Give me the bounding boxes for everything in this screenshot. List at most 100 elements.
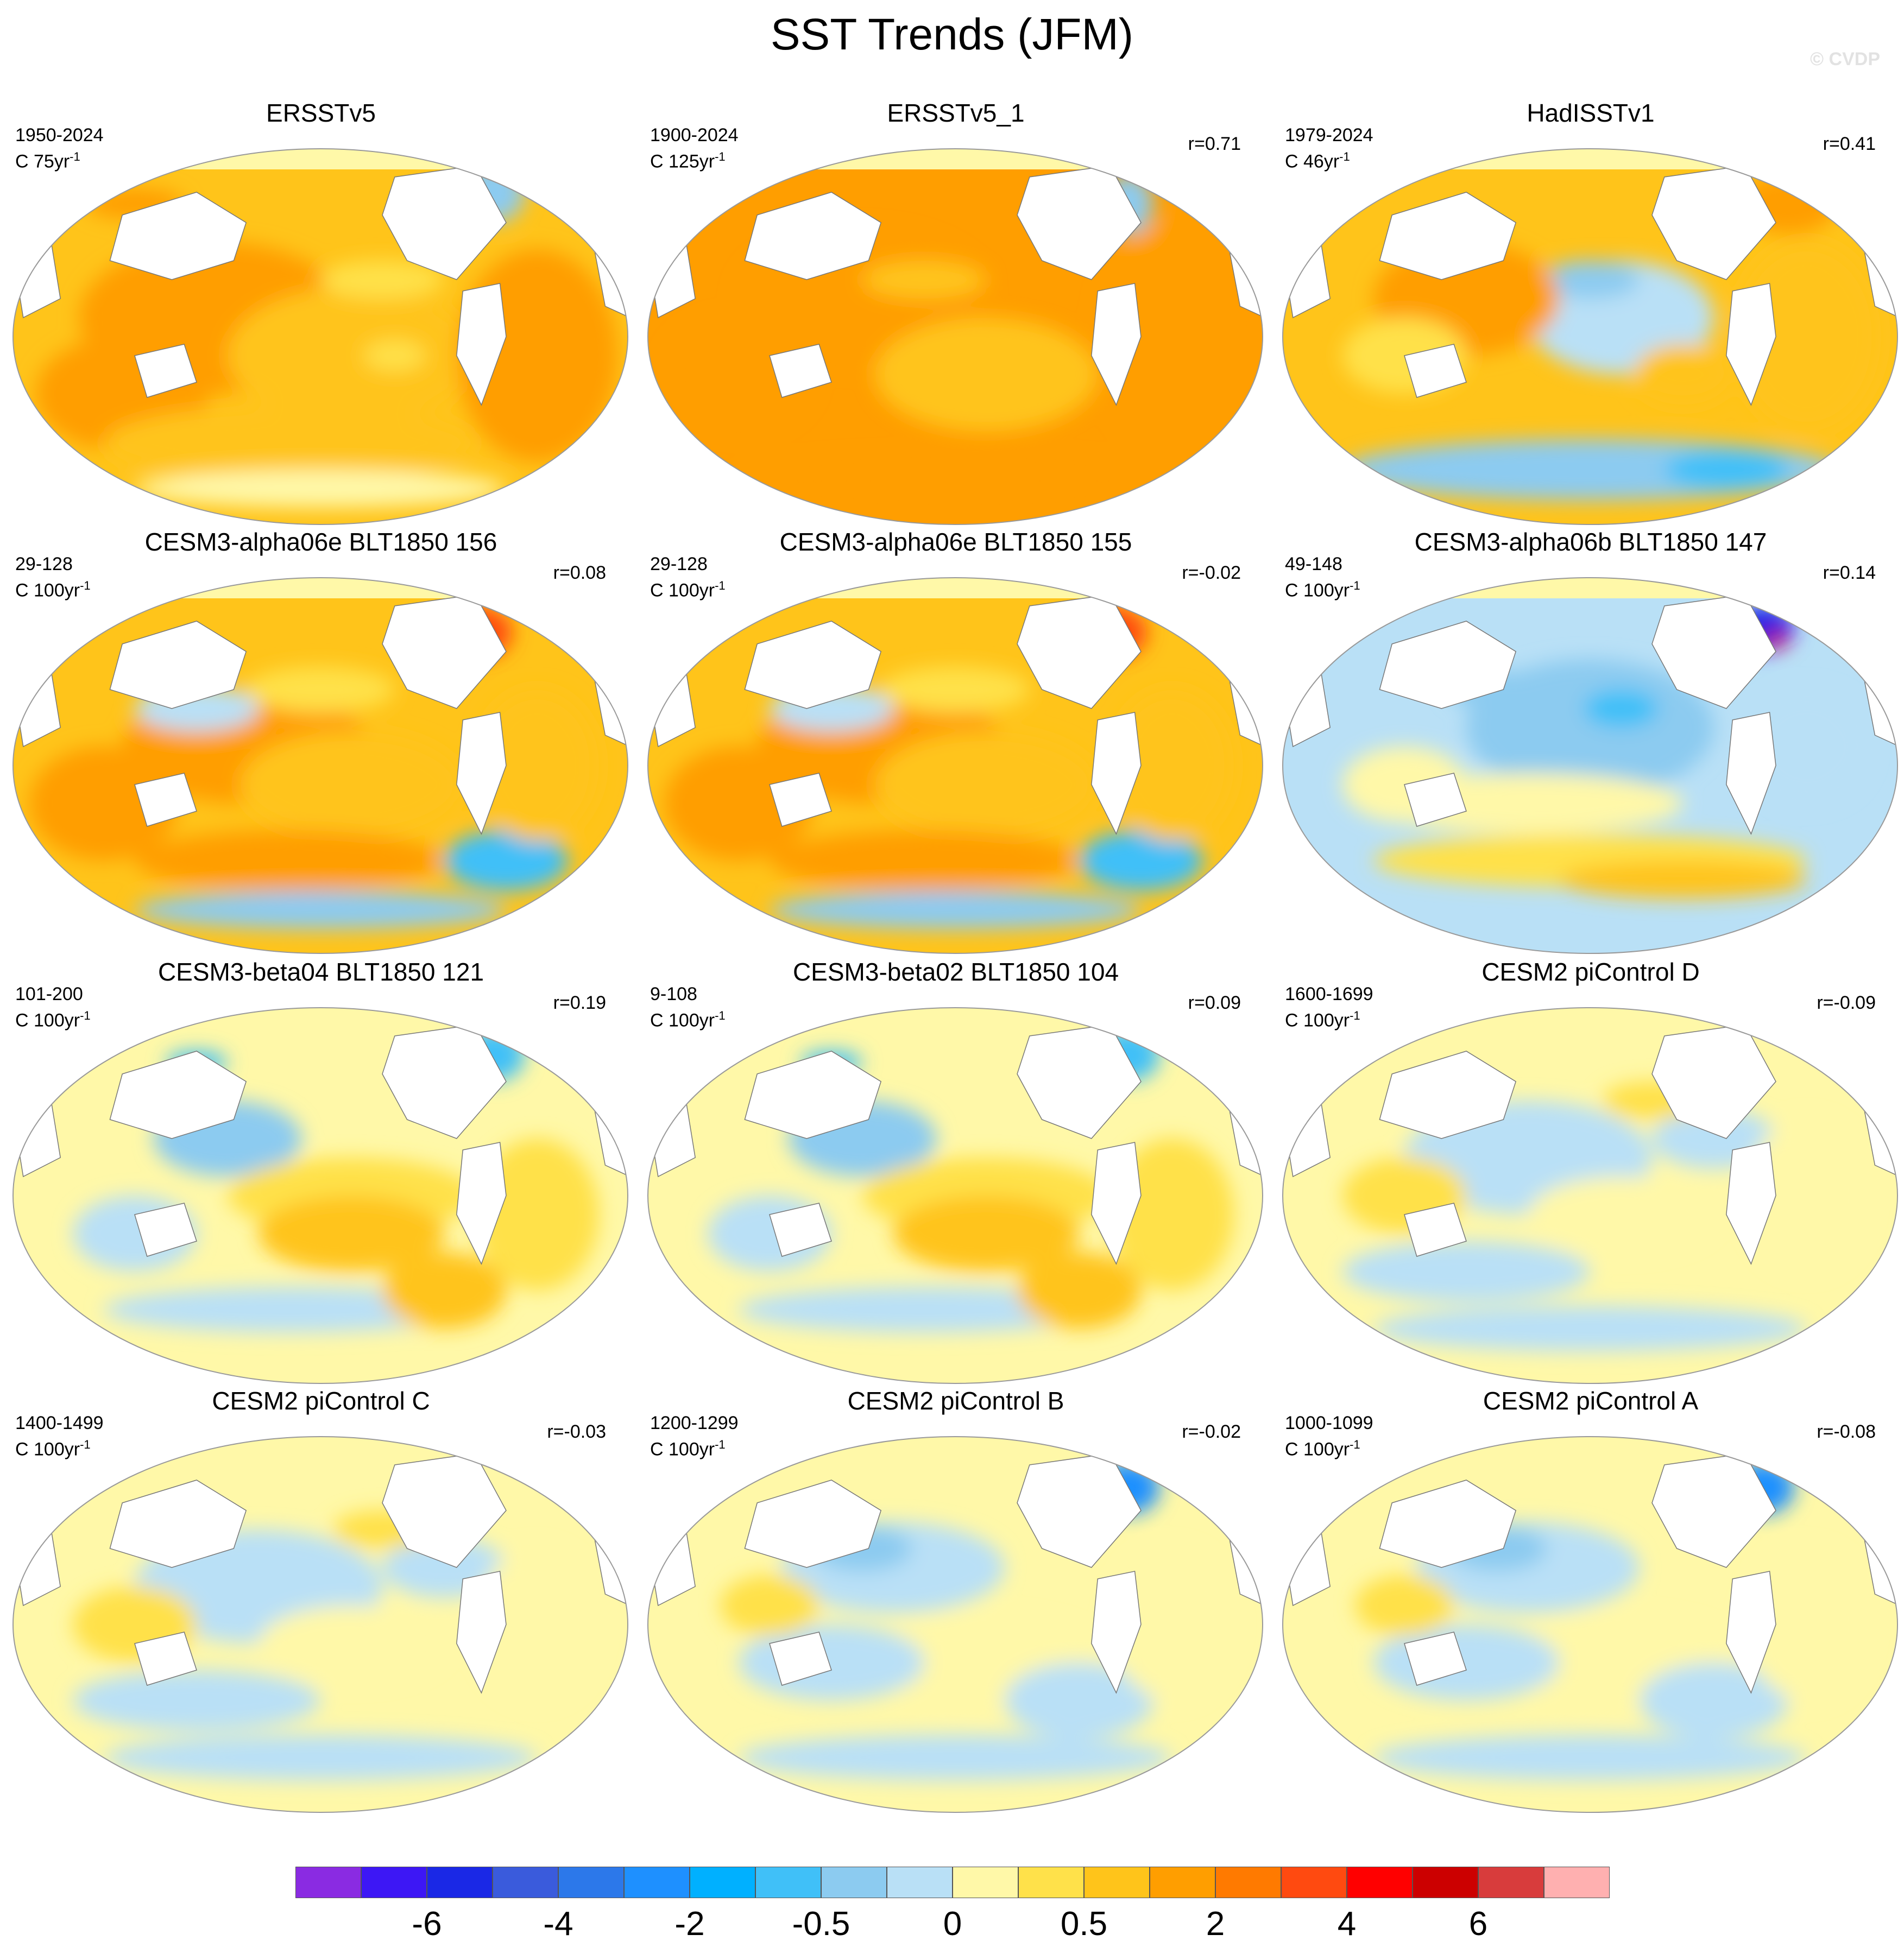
panel-correlation: r=0.71 bbox=[1188, 134, 1241, 154]
robinson-map bbox=[1282, 148, 1898, 525]
sst-anomaly-region bbox=[104, 1287, 475, 1332]
sst-anomaly-region bbox=[739, 458, 1172, 504]
robinson-map bbox=[12, 577, 628, 954]
land-mass bbox=[134, 773, 197, 827]
sst-anomaly-region bbox=[475, 690, 599, 842]
sst-anomaly-region bbox=[320, 261, 444, 299]
panel-units-exponent: -1 bbox=[80, 1009, 91, 1022]
colorbar-swatch bbox=[821, 1867, 887, 1898]
sst-anomaly-region bbox=[73, 1670, 320, 1731]
land-mass bbox=[134, 344, 197, 398]
panel-units: C 100yr-1 bbox=[1285, 574, 1360, 602]
land-mass bbox=[744, 192, 882, 280]
sst-anomaly-region bbox=[475, 1139, 599, 1291]
land-mass bbox=[1091, 1142, 1142, 1265]
panel-units: C 100yr-1 bbox=[1285, 1433, 1360, 1461]
colorbar-tick-label: -2 bbox=[674, 1905, 705, 1943]
panel-period: 1950-2024 bbox=[15, 125, 104, 146]
sst-anomaly-region bbox=[1745, 1548, 1869, 1701]
panel-units: C 100yr-1 bbox=[15, 1004, 91, 1032]
sst-anomaly-region bbox=[1373, 1735, 1807, 1780]
sea-ice-band bbox=[1283, 149, 1897, 169]
sst-anomaly-region bbox=[259, 1605, 444, 1682]
sst-anomaly-region bbox=[1017, 1253, 1141, 1329]
sst-anomaly-region bbox=[770, 830, 1079, 891]
colorbar-swatch bbox=[1084, 1867, 1150, 1898]
panel-title: ERSSTv5 bbox=[266, 99, 376, 127]
land-mass bbox=[456, 712, 507, 835]
land-mass bbox=[1379, 1480, 1517, 1568]
land-mass bbox=[744, 1051, 882, 1139]
sst-anomaly-region bbox=[893, 1196, 1079, 1272]
colorbar bbox=[295, 1867, 1610, 1899]
panel-units-exponent: -1 bbox=[1339, 150, 1350, 163]
panel-units-exponent: -1 bbox=[70, 150, 80, 163]
panel-title: CESM3-beta02 BLT1850 104 bbox=[792, 958, 1119, 986]
map-panel: CESM3-beta02 BLT1850 104 9-108 C 100yr-1 r=… bbox=[638, 957, 1273, 1387]
sst-anomaly-region bbox=[259, 1196, 444, 1272]
panel-period: 1000-1099 bbox=[1285, 1413, 1373, 1433]
land-mass bbox=[109, 1051, 247, 1139]
panel-units-text: C 125yr bbox=[650, 151, 715, 172]
robinson-map bbox=[12, 148, 628, 525]
panel-period: 49-148 bbox=[1285, 554, 1342, 574]
land-mass bbox=[769, 1632, 832, 1686]
land-mass bbox=[456, 1142, 507, 1265]
sea-ice-band bbox=[13, 149, 628, 169]
sst-anomaly-region bbox=[1342, 1241, 1590, 1302]
panel-units-exponent: -1 bbox=[715, 1438, 726, 1451]
panel-units-text: C 46yr bbox=[1285, 151, 1340, 172]
sst-anomaly-region bbox=[1110, 1139, 1234, 1291]
panel-units-text: C 100yr bbox=[1285, 580, 1350, 601]
map-border bbox=[647, 1007, 1263, 1384]
panel-units: C 100yr-1 bbox=[15, 574, 91, 602]
colorbar-swatch bbox=[493, 1867, 558, 1898]
panel-units: C 100yr-1 bbox=[650, 1004, 726, 1032]
colorbar-swatch bbox=[1347, 1867, 1413, 1898]
panel-title: CESM3-alpha06b BLT1850 147 bbox=[1414, 528, 1767, 556]
panel-title: CESM3-alpha06e BLT1850 155 bbox=[779, 528, 1132, 556]
map-panel: CESM2 piControl D 1600-1699 C 100yr-1 r=-0.… bbox=[1273, 957, 1904, 1387]
map-border bbox=[12, 1436, 628, 1813]
sst-anomaly-region bbox=[1373, 1624, 1559, 1701]
map-panel: CESM3-alpha06e BLT1850 156 29-128 C 100yr-… bbox=[3, 527, 639, 957]
panel-title: CESM3-alpha06e BLT1850 156 bbox=[144, 528, 497, 556]
colorbar-swatch bbox=[755, 1867, 821, 1898]
sea-ice-band bbox=[648, 149, 1263, 169]
colorbar-tick-label: 6 bbox=[1468, 1905, 1488, 1943]
sst-anomaly-region bbox=[664, 318, 813, 432]
land-mass bbox=[1404, 1632, 1467, 1686]
panel-units-exponent: -1 bbox=[715, 579, 726, 592]
sst-anomaly-region bbox=[1079, 830, 1203, 891]
colorbar-swatch bbox=[887, 1867, 953, 1898]
land-mass bbox=[1379, 1051, 1517, 1139]
colorbar-tick-label: 2 bbox=[1206, 1905, 1225, 1943]
panel-correlation: r=0.08 bbox=[553, 562, 606, 583]
map-panel: CESM2 piControl C 1400-1499 C 100yr-1 r=-0.… bbox=[3, 1386, 639, 1816]
panel-period: 29-128 bbox=[15, 554, 73, 574]
panel-period: 29-128 bbox=[650, 554, 708, 574]
sea-ice-band bbox=[648, 1008, 1263, 1028]
sst-anomaly-region bbox=[104, 405, 475, 481]
colorbar-tick-label: 0.5 bbox=[1060, 1905, 1108, 1943]
sst-anomaly-region bbox=[382, 1253, 506, 1329]
panel-period: 1979-2024 bbox=[1285, 125, 1373, 146]
panel-units: C 100yr-1 bbox=[1285, 1004, 1360, 1032]
sea-ice-band bbox=[13, 578, 628, 598]
colorbar-swatch bbox=[558, 1867, 624, 1898]
sst-anomaly-region bbox=[444, 830, 568, 891]
colorbar-swatch bbox=[1150, 1867, 1215, 1898]
sea-ice-band bbox=[13, 1437, 628, 1457]
panel-title: CESM3-beta04 BLT1850 121 bbox=[157, 958, 484, 986]
colorbar-tick-label: -6 bbox=[412, 1905, 442, 1943]
map-border bbox=[1282, 577, 1898, 954]
land-mass bbox=[1404, 344, 1467, 398]
panel-units: C 75yr-1 bbox=[15, 146, 80, 173]
land-mass bbox=[769, 1203, 832, 1257]
robinson-map bbox=[647, 1436, 1263, 1813]
map-border bbox=[647, 148, 1263, 525]
land-mass bbox=[1091, 712, 1142, 835]
map-border bbox=[1282, 1007, 1898, 1384]
sst-anomaly-region bbox=[1373, 1306, 1807, 1351]
panel-units-exponent: -1 bbox=[1350, 1438, 1360, 1451]
